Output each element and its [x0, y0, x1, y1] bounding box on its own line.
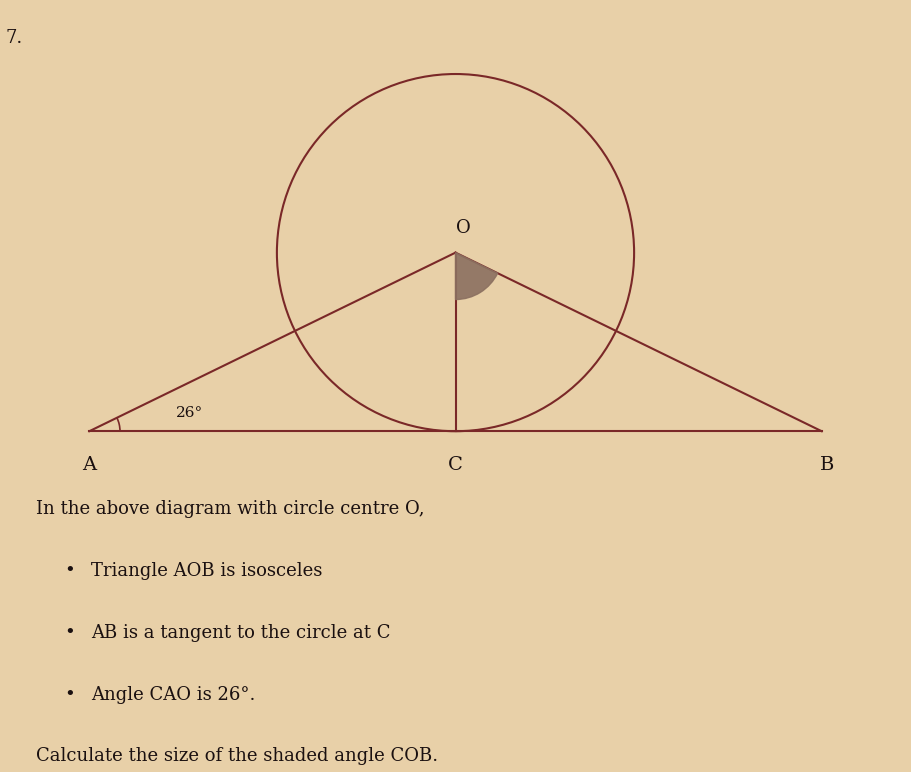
Text: In the above diagram with circle centre O,: In the above diagram with circle centre … — [36, 500, 425, 518]
Text: •: • — [64, 562, 75, 580]
Text: •: • — [64, 624, 75, 642]
Text: C: C — [448, 455, 463, 474]
Text: Calculate the size of the shaded angle COB.: Calculate the size of the shaded angle C… — [36, 747, 438, 765]
Text: Angle CAO is 26°.: Angle CAO is 26°. — [91, 686, 255, 703]
Text: O: O — [456, 219, 471, 237]
Text: 7.: 7. — [5, 29, 23, 47]
Text: 26°: 26° — [176, 405, 203, 420]
Text: AB is a tangent to the circle at C: AB is a tangent to the circle at C — [91, 624, 391, 642]
Wedge shape — [456, 252, 497, 300]
Text: B: B — [820, 455, 834, 474]
Text: A: A — [82, 455, 97, 474]
Text: Triangle AOB is isosceles: Triangle AOB is isosceles — [91, 562, 322, 580]
Text: •: • — [64, 686, 75, 703]
